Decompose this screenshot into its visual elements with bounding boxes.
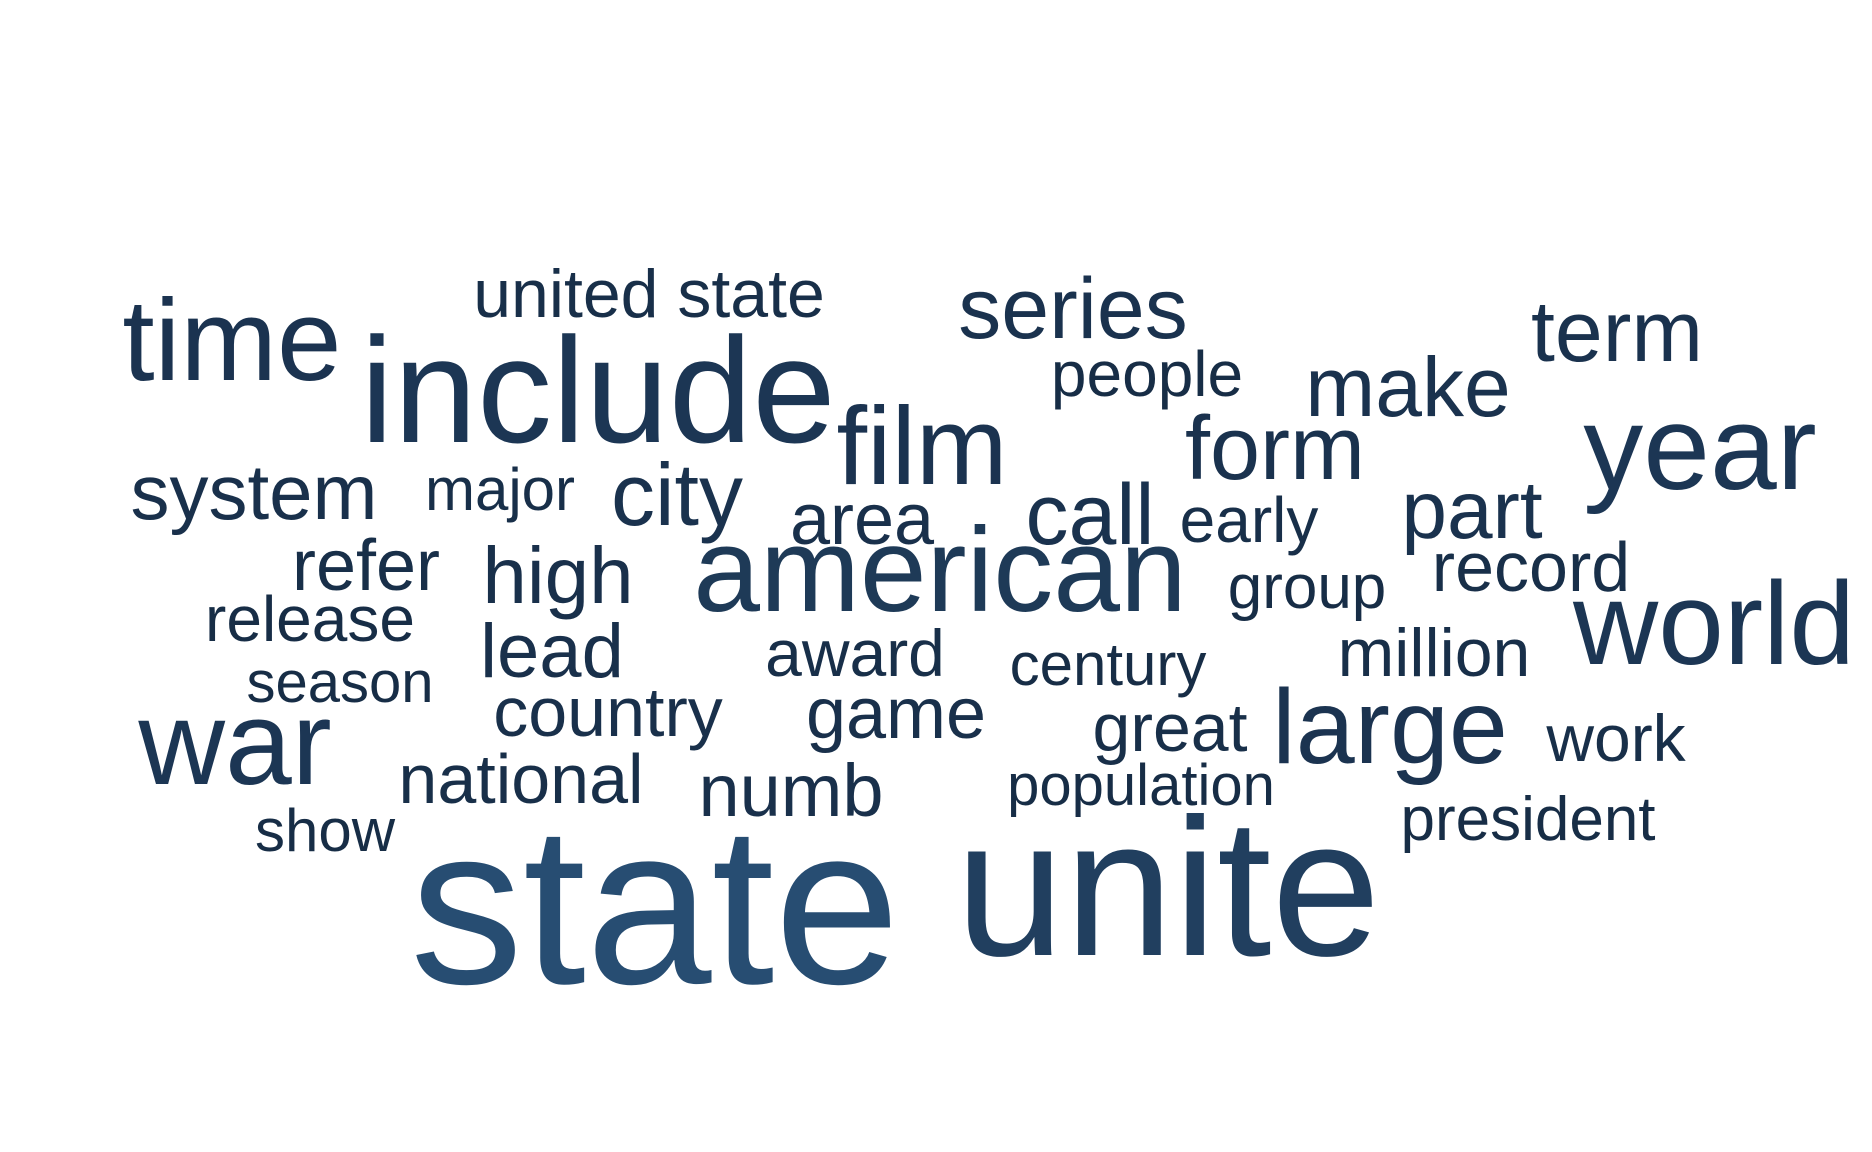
word-make: make: [1305, 340, 1511, 434]
word-game: game: [805, 674, 987, 754]
word-lead: lead: [480, 609, 624, 694]
word-area: area: [789, 480, 935, 560]
word-show: show: [254, 797, 396, 864]
word-country: country: [493, 673, 723, 751]
word-work: work: [1546, 701, 1686, 775]
word-national: national: [398, 740, 644, 818]
word-award: award: [765, 616, 945, 690]
word-state: state: [410, 778, 900, 1031]
word-numb: numb: [698, 749, 884, 832]
word-part: part: [1401, 465, 1543, 556]
word-group: group: [1227, 553, 1387, 622]
word-city: city: [611, 445, 743, 544]
word-war: war: [138, 676, 332, 810]
word-year: year: [1583, 381, 1817, 515]
word-call: call: [1025, 467, 1155, 563]
word-refer: refer: [291, 526, 441, 606]
word-film: film: [836, 385, 1008, 508]
word-population: population: [1007, 753, 1275, 818]
word-president: president: [1400, 785, 1656, 854]
word-large: large: [1272, 668, 1508, 786]
word-world: world: [1573, 558, 1855, 690]
word-great: great: [1092, 690, 1248, 766]
word-american: american: [693, 503, 1187, 637]
word-unite: unite: [955, 778, 1381, 997]
word-high: high: [482, 531, 634, 620]
word-system: system: [130, 448, 378, 536]
word-people: people: [1050, 338, 1244, 410]
word-million: million: [1337, 615, 1531, 691]
word-form: form: [1185, 399, 1365, 499]
word-include: include: [360, 306, 836, 474]
word-united-state: united state: [473, 256, 825, 332]
word-century: century: [1009, 631, 1207, 698]
word-series: series: [958, 261, 1188, 357]
word-record: record: [1431, 528, 1631, 606]
word-season: season: [246, 650, 434, 715]
word-time: time: [122, 275, 342, 405]
word-major: major: [424, 456, 576, 523]
word-release: release: [205, 583, 415, 655]
word-early: early: [1179, 484, 1319, 556]
word-term: term: [1531, 284, 1703, 380]
